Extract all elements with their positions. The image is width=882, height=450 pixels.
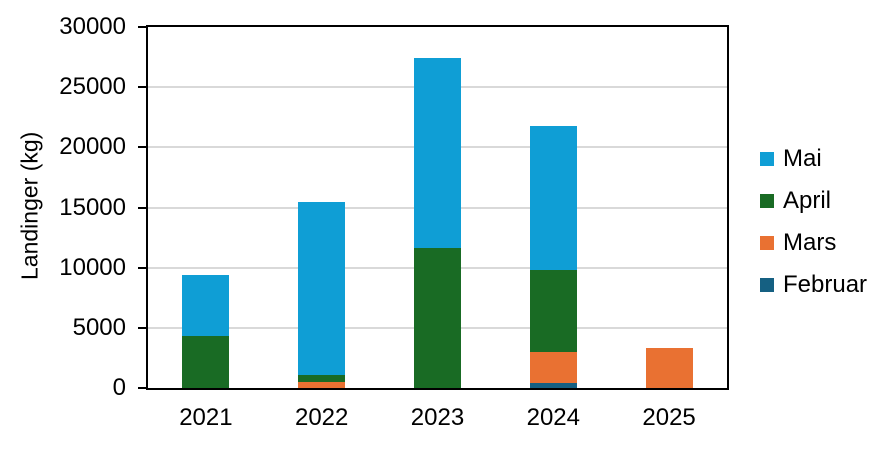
y-axis-tick xyxy=(138,86,146,89)
legend-label: April xyxy=(783,187,832,214)
y-tick-label: 20000 xyxy=(59,133,126,161)
plot-area xyxy=(146,25,729,390)
legend-swatch-februar xyxy=(760,278,774,292)
bar-2022-april xyxy=(298,374,346,382)
bar-2023-mai xyxy=(414,58,461,249)
legend-item-februar: Februar xyxy=(760,272,867,298)
bar-2024-mars xyxy=(529,351,577,384)
y-axis-tick xyxy=(138,26,146,28)
x-tick-label: 2022 xyxy=(294,404,349,431)
legend-item-april: April xyxy=(760,188,867,214)
bar-2022-mars xyxy=(298,381,346,388)
y-tick-label: 25000 xyxy=(59,73,126,101)
y-axis-tick xyxy=(138,266,146,269)
legend: Mai April Mars Februar xyxy=(760,146,867,314)
legend-swatch-april xyxy=(760,194,774,208)
bar-2021-april xyxy=(182,336,230,388)
y-axis-tick xyxy=(138,206,146,209)
y-tick-label: 10000 xyxy=(59,253,126,281)
y-axis-tick xyxy=(138,326,146,329)
bar-2024-februar xyxy=(529,383,577,388)
legend-swatch-mai xyxy=(760,152,774,166)
legend-label: Mars xyxy=(783,229,837,256)
y-tick-label: 5000 xyxy=(72,313,126,341)
x-tick-label: 2023 xyxy=(410,404,465,431)
x-tick-label: 2021 xyxy=(179,404,233,431)
legend-item-mars: Mars xyxy=(760,230,867,256)
y-tick-label: 0 xyxy=(112,374,126,401)
legend-label: Februar xyxy=(783,271,868,298)
bar-2021-mai xyxy=(182,274,230,337)
legend-item-mai: Mai xyxy=(760,146,867,172)
bar-2024-mai xyxy=(529,125,577,271)
y-axis-tick xyxy=(138,387,146,389)
legend-label: Mai xyxy=(783,145,822,172)
x-tick-label: 2024 xyxy=(526,404,580,431)
bar-2023-april xyxy=(414,248,461,388)
y-tick-label: 15000 xyxy=(59,193,126,221)
legend-swatch-mars xyxy=(760,236,774,250)
y-axis-tick xyxy=(138,146,146,149)
bar-2025-mars xyxy=(645,348,693,388)
y-tick-label: 30000 xyxy=(59,13,126,40)
bar-2024-april xyxy=(529,270,577,352)
bar-2022-mai xyxy=(298,202,346,375)
x-tick-label: 2025 xyxy=(642,404,696,431)
